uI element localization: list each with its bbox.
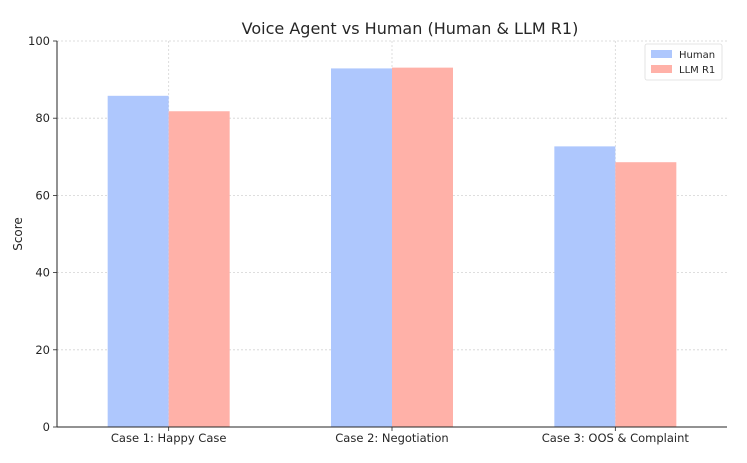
y-tick-label: 80 — [35, 111, 50, 125]
y-tick-label: 20 — [35, 343, 50, 357]
y-tick-label: 40 — [35, 266, 50, 280]
bar-llm-r1 — [615, 162, 677, 428]
bar-human — [107, 95, 169, 427]
bar-human — [554, 146, 616, 428]
legend: Human LLM R1 — [644, 43, 723, 81]
x-tick-label: Case 1: Happy Case — [111, 431, 227, 445]
y-tick-label: 60 — [35, 188, 50, 202]
y-tick-label: 0 — [43, 420, 50, 434]
x-tick-label: Case 3: OOS & Complaint — [542, 431, 690, 445]
x-tick-label: Case 2: Negotiation — [335, 431, 448, 445]
bar-human — [331, 68, 392, 427]
bar-llm-r1 — [168, 111, 230, 427]
legend-label: Human — [679, 50, 715, 61]
axes-layer: 0 20 40 60 80 100 Case 1: Happy Case Case 2: Ne… — [28, 34, 727, 445]
y-tick-label: 100 — [28, 34, 50, 48]
legend-swatch — [651, 65, 672, 73]
chart-title: Voice Agent vs Human (Human & LLM R1) — [242, 19, 579, 38]
legend-swatch — [651, 50, 672, 58]
y-axis-label: Score — [11, 217, 25, 251]
legend-label: LLM R1 — [679, 65, 715, 76]
bar-llm-r1 — [392, 67, 453, 427]
bars-layer — [107, 67, 677, 428]
